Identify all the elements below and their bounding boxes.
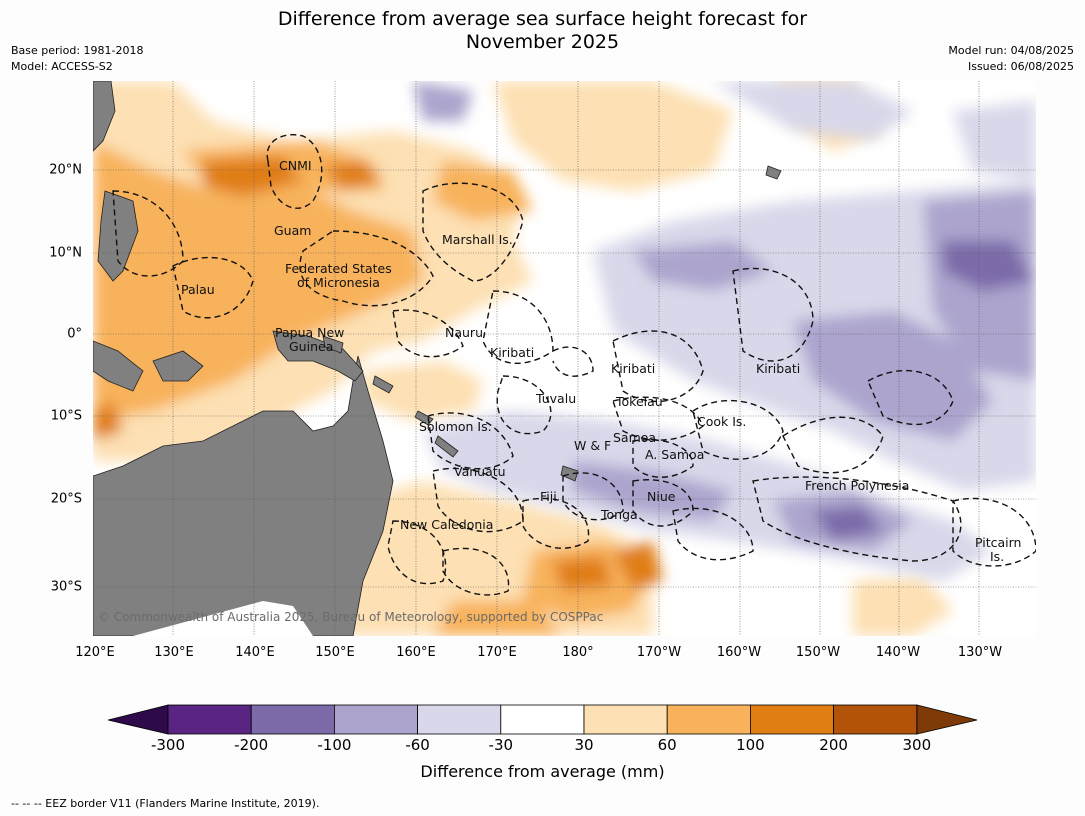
- philippines-landmass: [97, 190, 139, 282]
- eez-borders: [112, 134, 1036, 596]
- x-tick-label: 120°E: [75, 645, 115, 660]
- y-tick-label: 20°N: [49, 162, 82, 178]
- colorbar-title: Difference from average (mm): [420, 762, 665, 781]
- colorbar-tick-label: -30: [488, 736, 514, 754]
- colorbar-bin: [167, 704, 252, 735]
- label-tokelau: Tokelau: [615, 394, 663, 409]
- y-tick-label: 0°: [67, 326, 82, 342]
- x-tick-label: 170°W: [636, 645, 682, 660]
- y-tick-label: 10°S: [50, 408, 82, 424]
- label-samoa: Samoa: [613, 430, 656, 445]
- colorbar-tick-label: -100: [317, 736, 352, 754]
- label-guam: Guam: [274, 223, 311, 238]
- x-tick-label: 160°E: [396, 645, 436, 660]
- taiwan-landmass: [93, 81, 116, 152]
- copyright-notice: © Commonwealth of Australia 2025, Bureau…: [98, 610, 603, 624]
- model-run: Model run: 04/08/2025: [948, 44, 1074, 57]
- indonesia-landmass: [93, 340, 144, 392]
- label-kiribati-central: Kiribati: [611, 361, 655, 376]
- colorbar-tick-label: 30: [574, 736, 594, 754]
- x-tick-label: 140°W: [875, 645, 921, 660]
- x-tick-label: 140°E: [235, 645, 275, 660]
- title-line-1: Difference from average sea surface heig…: [277, 8, 808, 30]
- label-nauru: Nauru: [445, 325, 483, 340]
- island-shape: [765, 165, 782, 180]
- colorbar-tick-label: 200: [819, 736, 848, 754]
- island-shape: [560, 465, 579, 482]
- meta-left: Base period: 1981-2018 Model: ACCESS-S2: [11, 43, 143, 75]
- colorbar-tick-label: 100: [736, 736, 765, 754]
- colorbar-bin: [583, 704, 668, 735]
- land: [93, 81, 782, 636]
- y-tick-label: 10°N: [49, 245, 82, 261]
- label-french-polynesia: French Polynesia: [805, 478, 909, 493]
- eez-legend: -- -- -- EEZ border V11 (Flanders Marine…: [11, 797, 320, 810]
- title-line-2: November 2025: [465, 31, 620, 53]
- colorbar-tick-label: -200: [234, 736, 269, 754]
- x-tick-label: 160°W: [716, 645, 762, 660]
- australia-landmass: [93, 355, 394, 636]
- island-shape: [434, 435, 459, 458]
- island-shape: [322, 335, 344, 354]
- label-tuvalu: Tuvalu: [535, 391, 576, 406]
- label-american-samoa: A. Samoa: [645, 447, 704, 462]
- white-land-gap: [133, 601, 313, 636]
- label-cook-islands: Cook Is.: [697, 414, 746, 429]
- label-png-line-2: Guinea: [289, 339, 333, 354]
- x-tick-label: 180°: [562, 645, 594, 660]
- label-marshall-islands: Marshall Is.: [442, 232, 513, 247]
- label-solomon-islands: Solomon Is.: [419, 419, 492, 434]
- label-kiribati-west: Kiribati: [490, 345, 534, 360]
- colorbar-bins: [167, 704, 918, 735]
- x-tick-label: 130°E: [154, 645, 194, 660]
- x-tick-label: 150°W: [795, 645, 841, 660]
- label-cnmi: CNMI: [279, 158, 312, 173]
- x-tick-label: 150°E: [315, 645, 355, 660]
- colorbar-tick-label: -60: [405, 736, 430, 754]
- colorbar-bin: [833, 704, 918, 735]
- forecast-map: CNMI Guam Marshall Is. Federated States …: [93, 81, 1036, 636]
- colorbar-bin: [333, 704, 418, 735]
- negative-anomaly-fields: [413, 81, 1036, 581]
- label-tonga: Tonga: [600, 507, 638, 522]
- island-shape: [372, 375, 394, 394]
- label-pitcairn-line-2: Is.: [990, 549, 1004, 564]
- x-tick-label: 130°W: [957, 645, 1003, 660]
- label-kiribati-east: Kiribati: [756, 361, 800, 376]
- y-tick-label: 30°S: [50, 579, 82, 595]
- label-png-line-1: Papua New: [275, 325, 344, 340]
- map-canvas: CNMI Guam Marshall Is. Federated States …: [93, 81, 1036, 636]
- colorbar-bin: [750, 704, 835, 735]
- graticule: [93, 81, 1036, 636]
- label-palau: Palau: [181, 282, 215, 297]
- chart-title: Difference from average sea surface heig…: [0, 8, 1085, 54]
- label-vanuatu: Vanuatu: [454, 464, 506, 479]
- label-fsm-line-2: of Micronesia: [297, 275, 380, 290]
- colorbar-over-arrow: [916, 704, 978, 735]
- colorbar-bin: [666, 704, 751, 735]
- meta-right: Model run: 04/08/2025 Issued: 06/08/2025: [948, 43, 1074, 75]
- model-name: Model: ACCESS-S2: [11, 60, 113, 73]
- label-niue: Niue: [647, 489, 676, 504]
- x-tick-label: 170°E: [477, 645, 517, 660]
- label-pitcairn-line-1: Pitcairn: [975, 535, 1021, 550]
- place-labels: CNMI Guam Marshall Is. Federated States …: [181, 158, 1021, 564]
- y-tick-label: 20°S: [50, 491, 82, 507]
- colorbar-under-arrow: [108, 704, 169, 735]
- colorbar: [108, 704, 978, 735]
- colorbar-tick-label: 300: [902, 736, 932, 754]
- label-fiji: Fiji: [540, 489, 557, 504]
- colorbar-bin: [250, 704, 335, 735]
- label-wallis-futuna: W & F: [574, 438, 611, 453]
- colorbar-bin: [417, 704, 502, 735]
- sulawesi-landmass: [152, 350, 204, 382]
- base-period: Base period: 1981-2018: [11, 44, 144, 57]
- colorbar-tick-label: -300: [150, 736, 186, 754]
- issued-date: Issued: 06/08/2025: [967, 60, 1074, 73]
- label-fsm-line-1: Federated States: [285, 261, 392, 276]
- colorbar-tick-label: 60: [657, 736, 677, 754]
- colorbar-bin: [500, 704, 585, 735]
- label-new-caledonia: New Caledonia: [400, 517, 493, 532]
